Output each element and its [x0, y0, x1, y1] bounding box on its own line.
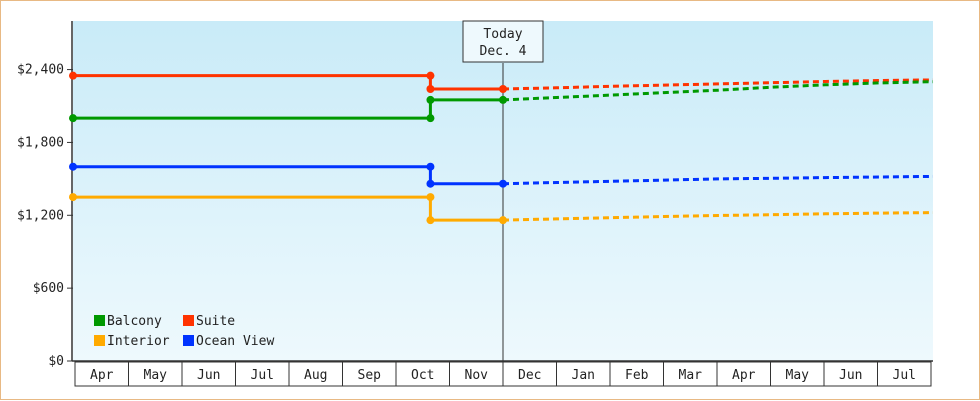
series-suite-forecast — [502, 78, 934, 91]
x-tick-label: Jan — [572, 368, 595, 383]
x-tick-label: Aug — [304, 368, 327, 383]
today-marker: Today Dec. 4 — [462, 20, 544, 361]
series-ocean-view-history — [73, 165, 503, 186]
series-interior-point — [69, 193, 77, 202]
x-tick-label: Oct — [411, 368, 434, 383]
series-interior-forecast — [502, 211, 934, 222]
y-tick-label: $2,400 — [17, 63, 64, 78]
x-tick-label: Jul — [893, 368, 916, 383]
x-tick-label: Jul — [251, 368, 274, 383]
legend-label: Ocean View — [196, 334, 274, 349]
legend-label: Interior — [107, 334, 170, 349]
series-balcony-history — [73, 98, 503, 120]
today-callout-box — [462, 20, 544, 63]
legend-swatch — [94, 335, 105, 346]
series-suite-point — [69, 71, 77, 80]
series-balcony-point — [426, 114, 435, 123]
legend-label: Suite — [196, 314, 235, 329]
today-callout-line2: Dec. 4 — [480, 44, 527, 59]
series-ocean-view-forecast — [502, 174, 934, 186]
x-tick-label: May — [786, 368, 810, 383]
y-axis: $0 $600 $1,200 $1,800 $2,400 — [17, 21, 73, 369]
y-tick-label: $1,200 — [17, 208, 64, 223]
y-tick-label: $600 — [33, 281, 64, 296]
legend-swatch — [183, 335, 194, 346]
series-interior-point — [426, 216, 435, 225]
series-ocean-view-point — [69, 162, 77, 171]
x-tick-label: Dec — [518, 368, 541, 383]
x-tick-label: Jun — [839, 368, 862, 383]
today-callout-line1: Today — [483, 27, 522, 42]
series-interior-point — [426, 193, 435, 202]
x-axis: Apr May Jun Jul Aug Sep Oct Nov Dec Jan Feb Mar Apr M… — [72, 360, 933, 387]
series-suite-history — [73, 74, 503, 91]
series-suite-point — [499, 85, 507, 93]
x-tick-label: Feb — [625, 368, 649, 383]
series-suite-point — [426, 85, 435, 93]
legend: Balcony Suite Interior Ocean View — [94, 314, 274, 349]
legend-swatch — [94, 315, 105, 326]
series-lines — [69, 71, 934, 225]
x-tick-label: Jun — [197, 368, 220, 383]
x-tick-label: Sep — [358, 368, 382, 383]
y-tick-label: $0 — [48, 354, 64, 369]
x-tick-label: Nov — [465, 368, 489, 383]
series-balcony-forecast — [502, 80, 934, 102]
legend-label: Balcony — [107, 314, 162, 329]
legend-swatch — [183, 315, 194, 326]
series-ocean-view-point — [426, 162, 435, 171]
x-tick-label: Apr — [90, 368, 114, 383]
series-balcony-point — [69, 114, 77, 123]
series-suite-point — [426, 71, 435, 80]
x-tick-label: Apr — [732, 368, 756, 383]
y-tick-label: $1,800 — [17, 135, 64, 150]
series-interior-history — [73, 195, 503, 222]
series-balcony-point — [499, 95, 507, 104]
series-ocean-view-point — [426, 179, 435, 188]
series-balcony-point — [426, 95, 435, 104]
x-tick-label: Mar — [679, 368, 703, 383]
series-ocean-view-point — [499, 179, 507, 188]
series-interior-point — [499, 216, 507, 225]
x-tick-label: May — [144, 368, 168, 383]
